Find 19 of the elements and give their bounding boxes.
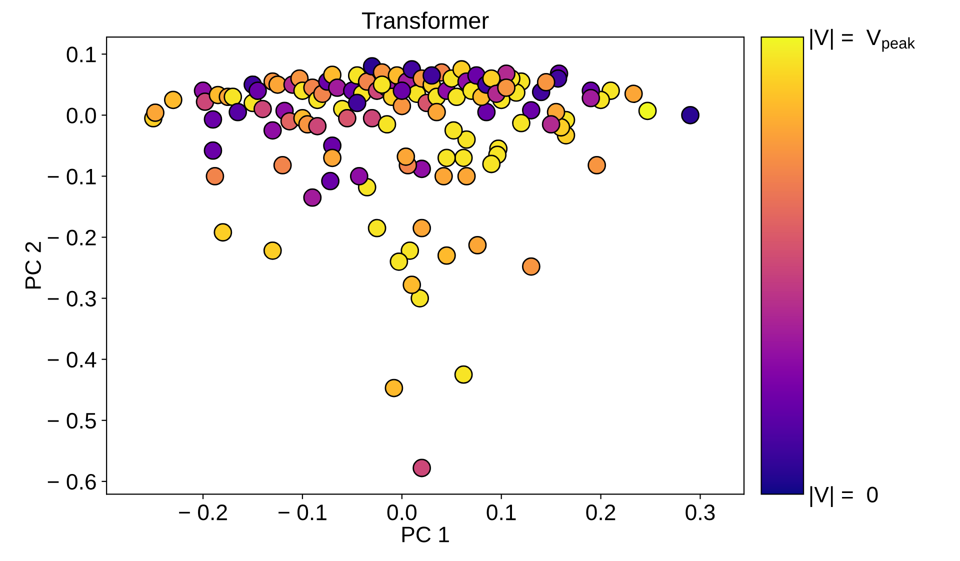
y-tick-label: − 0.2: [48, 230, 96, 246]
y-tick-label: 0.0: [66, 108, 96, 124]
y-tick-label: − 0.3: [48, 290, 96, 307]
x-tick-label: 0.1: [486, 504, 516, 520]
x-axis-title: PC 1: [402, 526, 449, 542]
x-tick-label: 0.3: [686, 504, 715, 520]
y-tick-label: − 0.1: [48, 168, 96, 184]
y-tick-label: 0.1: [66, 46, 96, 62]
x-tick-label: − 0.1: [278, 504, 326, 520]
color-bar-label: |V| = V$_{peak}$: [810, 28, 916, 52]
y-tick-label: − 0.6: [48, 474, 96, 490]
x-tick-label: 0.0: [387, 504, 416, 520]
y-axis-title: PC 2: [25, 242, 42, 289]
color-bar-label: |V| = 0: [810, 486, 878, 507]
x-tick-label: − 0.2: [179, 504, 227, 520]
y-tick-label: − 0.4: [48, 352, 96, 368]
chart-title: Transformer: [362, 12, 489, 29]
x-tick-label: 0.2: [586, 504, 616, 520]
y-tick-label: − 0.5: [48, 412, 96, 429]
